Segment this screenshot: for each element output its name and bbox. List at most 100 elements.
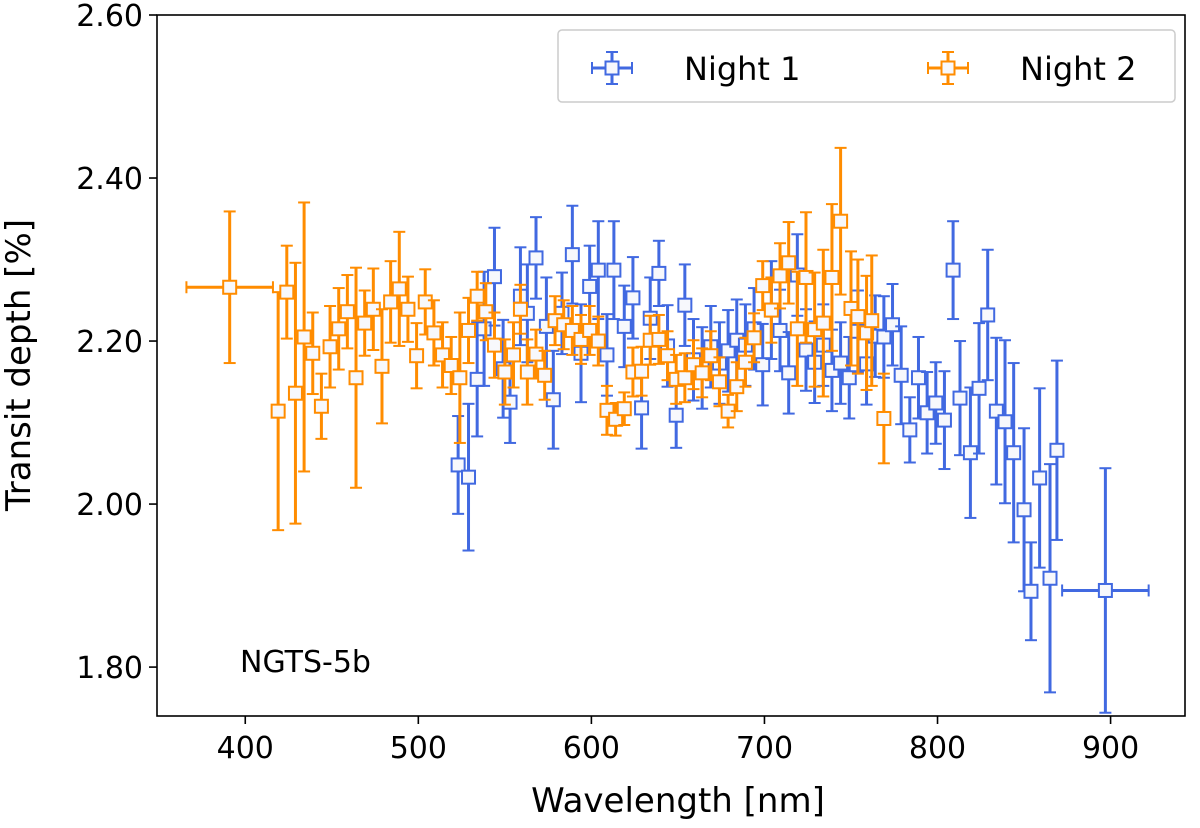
night-1-point — [997, 339, 1013, 505]
data-point-marker — [339, 304, 355, 320]
data-point-marker — [322, 339, 338, 355]
night-2-point — [833, 146, 849, 296]
data-point-marker — [1032, 470, 1048, 486]
night-2-point — [486, 311, 502, 379]
legend-label-night-2: Night 2 — [1020, 50, 1137, 88]
data-point-marker — [980, 307, 996, 323]
night-2-point — [720, 393, 736, 429]
night-1-point — [988, 336, 1004, 486]
data-point-marker — [789, 321, 805, 337]
night-2-point — [322, 304, 338, 389]
data-point-marker — [348, 370, 364, 386]
data-point-marker — [374, 358, 390, 374]
night-1-point — [1032, 387, 1048, 569]
x-tick-label: 500 — [390, 731, 447, 766]
night-1-point — [936, 370, 952, 471]
data-point-marker — [634, 363, 650, 379]
data-point-marker — [997, 414, 1013, 430]
data-point-marker — [824, 269, 840, 285]
night-2-point — [582, 304, 598, 356]
night-1-point — [590, 220, 606, 321]
night-2-point — [391, 230, 407, 347]
night-1-point — [893, 325, 909, 426]
night-2-point — [357, 289, 373, 357]
plot-frame — [156, 14, 1186, 717]
night-1-point — [599, 313, 615, 397]
data-point-marker — [755, 357, 771, 373]
data-point-marker — [1023, 583, 1039, 599]
data-point-marker — [1042, 570, 1058, 586]
data-point-marker — [1016, 502, 1032, 518]
data-point-marker — [426, 325, 442, 341]
data-point-marker — [893, 367, 909, 383]
data-point-marker — [703, 348, 719, 364]
night-2-point — [497, 338, 513, 406]
night-2-point — [279, 244, 295, 340]
data-point-marker — [452, 370, 468, 386]
data-point-marker — [616, 318, 632, 334]
data-point-marker — [910, 370, 926, 386]
night-2-point — [737, 336, 753, 388]
night-1-point — [952, 340, 968, 457]
data-point-marker — [763, 302, 779, 318]
night-2-point — [789, 270, 805, 387]
night-1-point — [910, 335, 926, 420]
night-2-point — [270, 291, 286, 532]
data-point-marker — [305, 345, 321, 361]
night-1-point — [528, 216, 544, 300]
data-point-marker — [383, 294, 399, 310]
data-point-marker — [634, 400, 650, 416]
night-2-point — [651, 313, 667, 365]
night-1-point — [1023, 541, 1039, 642]
night-2-point — [634, 345, 650, 397]
y-tick-label: 1.80 — [76, 651, 143, 686]
night-2-point — [512, 283, 528, 335]
night-2-point — [331, 287, 347, 371]
night-1-point — [928, 361, 944, 445]
night-2-point — [599, 384, 615, 436]
night-2-point — [685, 339, 701, 391]
data-point-marker — [606, 262, 622, 278]
data-point-marker — [1097, 582, 1113, 598]
data-point-marker — [876, 329, 892, 345]
data-point-marker — [590, 333, 606, 349]
data-point-marker — [469, 371, 485, 387]
night-1-point — [450, 415, 466, 515]
night-1-point — [564, 204, 580, 305]
night-1-point — [1049, 359, 1065, 541]
data-point-marker — [528, 250, 544, 266]
data-point-marker — [677, 370, 693, 386]
night-1-point — [876, 295, 892, 379]
data-point-marker — [1049, 442, 1065, 458]
data-point-marker — [486, 337, 502, 353]
data-point-marker — [651, 331, 667, 347]
data-point-marker — [469, 288, 485, 304]
night-2-point — [287, 261, 303, 525]
night-2-point — [305, 311, 321, 396]
data-point-marker — [833, 355, 849, 371]
data-point-marker — [296, 329, 312, 345]
night-2-point — [400, 275, 416, 343]
data-point-marker — [798, 269, 814, 285]
legend-label-night-1: Night 1 — [684, 50, 801, 88]
data-point-marker — [391, 281, 407, 297]
data-point-marker — [651, 265, 667, 281]
night-1-point — [980, 248, 996, 382]
night-2-point — [815, 248, 831, 398]
data-point-marker — [936, 412, 952, 428]
data-point-marker — [443, 358, 459, 373]
data-point-marker — [940, 60, 956, 76]
data-point-marker — [668, 407, 684, 423]
data-point-marker — [331, 321, 347, 337]
data-point-marker — [537, 367, 553, 383]
night-1-point — [677, 263, 693, 347]
night-2-point — [677, 352, 693, 404]
night-2-point — [348, 266, 364, 489]
planet-annotation: NGTS-5b — [240, 645, 371, 680]
x-tick-label: 400 — [217, 731, 274, 766]
y-tick-label: 2.00 — [76, 488, 143, 523]
night-1-point — [616, 284, 632, 369]
data-marks — [185, 146, 1150, 714]
data-point-marker — [616, 401, 632, 417]
data-point-marker — [506, 347, 522, 363]
